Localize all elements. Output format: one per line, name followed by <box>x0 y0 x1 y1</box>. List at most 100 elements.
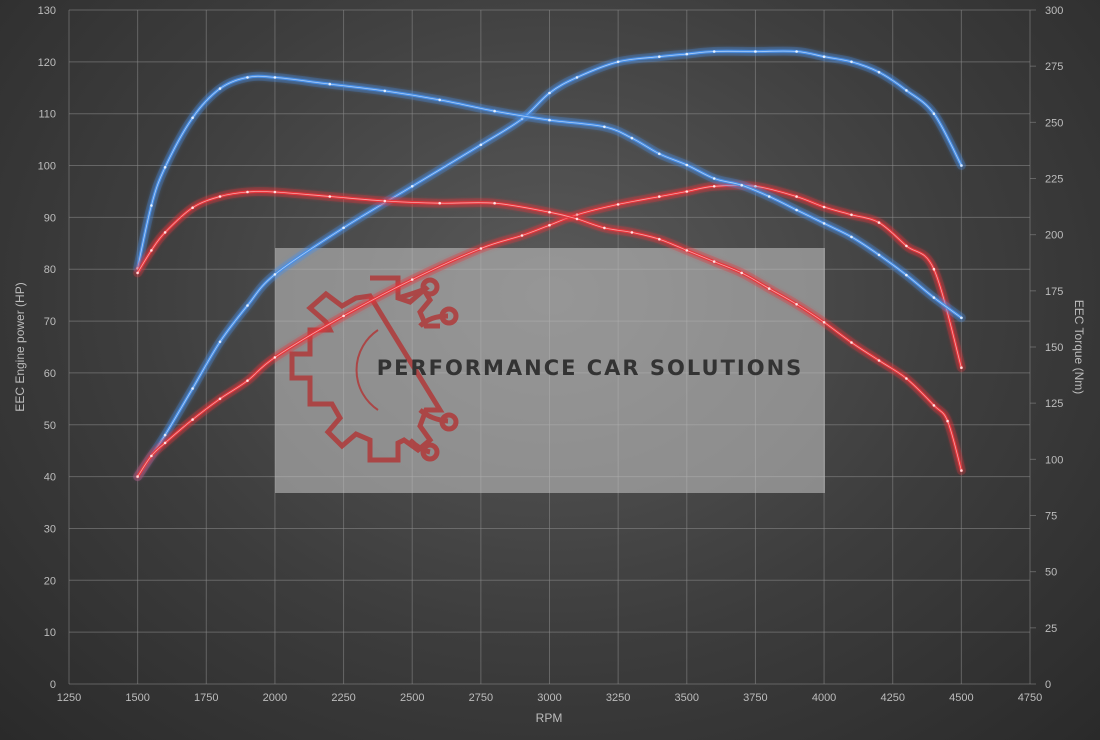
y-tick-label: 60 <box>44 368 56 380</box>
data-point <box>740 271 743 275</box>
data-point <box>191 387 194 390</box>
data-point <box>932 296 936 299</box>
y2-tick-label: 200 <box>1045 230 1063 242</box>
data-point <box>754 185 757 188</box>
data-point <box>575 76 579 79</box>
data-point <box>218 87 222 90</box>
y-tick-label: 90 <box>44 212 56 224</box>
x-tick-label: 1250 <box>57 692 81 704</box>
data-point <box>136 271 139 275</box>
x-tick-label: 1750 <box>194 692 218 704</box>
data-point <box>246 76 249 79</box>
data-point <box>493 109 496 113</box>
data-point <box>603 226 606 230</box>
x-axis-title: RPM <box>536 711 563 725</box>
data-point <box>328 195 332 198</box>
data-point <box>712 50 716 53</box>
data-point <box>191 206 194 209</box>
watermark: PERFORMANCE CAR SOLUTIONS <box>275 248 825 493</box>
data-point <box>767 195 771 198</box>
data-point <box>822 321 826 324</box>
data-point <box>960 469 963 472</box>
data-point <box>685 249 689 252</box>
data-point <box>877 70 881 74</box>
data-point <box>850 60 853 64</box>
y-tick-label: 110 <box>38 109 56 121</box>
data-point <box>685 163 689 167</box>
data-point <box>342 226 345 230</box>
data-point <box>630 136 634 140</box>
data-point <box>960 164 963 167</box>
y-tick-label: 0 <box>50 679 56 691</box>
data-point <box>905 89 908 92</box>
data-point <box>218 397 222 401</box>
data-point <box>136 475 139 478</box>
data-point <box>410 185 414 188</box>
y-axis-title: EEC Engine power (HP) <box>13 282 27 411</box>
data-point <box>712 177 716 180</box>
data-point <box>877 359 881 362</box>
x-tick-label: 3000 <box>537 692 561 704</box>
data-point <box>754 50 757 53</box>
data-point <box>163 231 167 234</box>
watermark-panel <box>275 248 825 493</box>
data-point <box>877 221 881 224</box>
y2-tick-label: 125 <box>1045 398 1063 410</box>
data-point <box>795 208 798 212</box>
x-tick-label: 2750 <box>469 692 493 704</box>
data-point <box>342 314 345 318</box>
data-point <box>850 341 853 344</box>
data-point <box>767 287 771 290</box>
data-point <box>822 222 826 225</box>
data-point <box>163 166 167 169</box>
data-point <box>685 190 689 193</box>
data-point <box>520 234 524 237</box>
data-point <box>438 201 442 205</box>
x-tick-label: 4750 <box>1018 692 1042 704</box>
data-point <box>150 204 153 207</box>
data-point <box>658 152 661 156</box>
y-tick-label: 80 <box>44 264 56 276</box>
data-point <box>877 253 881 257</box>
data-point <box>658 55 661 58</box>
data-point <box>822 55 826 58</box>
y-tick-label: 70 <box>44 316 56 328</box>
data-point <box>328 82 332 86</box>
y2-tick-label: 50 <box>1045 567 1057 579</box>
data-point <box>273 356 277 359</box>
x-tick-label: 2500 <box>400 692 424 704</box>
y-tick-label: 130 <box>38 5 56 17</box>
data-point <box>163 441 167 445</box>
x-tick-label: 2250 <box>331 692 355 704</box>
y2-tick-label: 25 <box>1045 623 1057 635</box>
y2-tick-label: 225 <box>1045 174 1063 186</box>
data-point <box>548 210 551 214</box>
data-point <box>383 89 387 93</box>
y-tick-label: 30 <box>44 523 56 535</box>
data-point <box>712 260 716 263</box>
data-point <box>795 303 798 306</box>
x-tick-label: 4000 <box>812 692 836 704</box>
gear-circuit-icon <box>289 275 459 463</box>
y-tick-label: 20 <box>44 575 56 587</box>
y-tick-label: 10 <box>44 627 56 639</box>
data-point <box>795 195 798 198</box>
data-point <box>932 404 936 407</box>
data-point <box>630 231 634 234</box>
data-point <box>905 377 908 380</box>
data-point <box>410 278 414 281</box>
data-point <box>218 340 222 344</box>
y-tick-label: 100 <box>38 161 56 173</box>
y-tick-label: 50 <box>44 420 56 432</box>
data-point <box>548 223 551 227</box>
data-point <box>479 247 483 250</box>
data-point <box>740 183 743 187</box>
data-point <box>905 273 908 277</box>
y2-tick-label: 300 <box>1045 5 1063 17</box>
data-point <box>191 116 194 120</box>
data-point <box>616 203 620 206</box>
data-point <box>658 195 661 198</box>
tick-labels: 1250 1500 1750 2000 2250 2500 2750 3000 3250 3500… <box>38 5 1064 704</box>
data-point <box>150 249 153 252</box>
